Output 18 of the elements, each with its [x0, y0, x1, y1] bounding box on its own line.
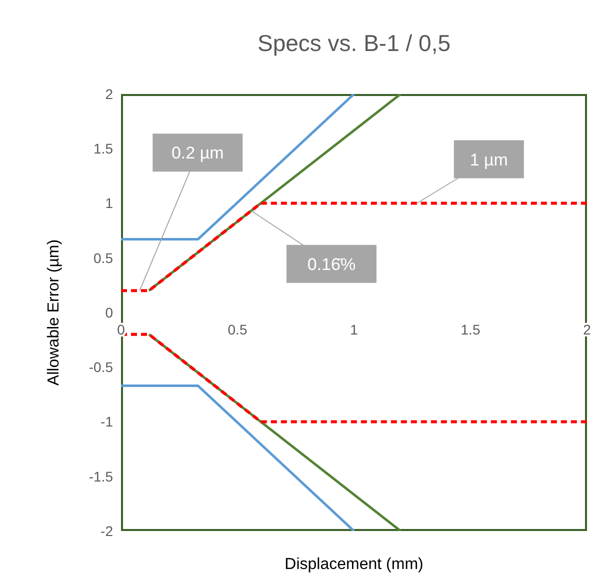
- y-tick-label: 0: [105, 304, 114, 320]
- x-tick-label: 1: [350, 321, 358, 338]
- y-tick-label: -2: [100, 522, 114, 539]
- y-tick-label: -1: [100, 414, 114, 430]
- y-tick-label: 1.5: [94, 140, 114, 157]
- x-tick-label: 0.5: [228, 321, 248, 338]
- y-tick-label: 2: [105, 86, 114, 102]
- annotation: 1 µm: [470, 150, 508, 170]
- annotation: 0.2 µm: [171, 144, 224, 163]
- y-tick-label: -0.5: [88, 359, 114, 376]
- x-axis-title: Displacement (mm): [284, 556, 424, 573]
- annotation: 0.16̄%: [307, 254, 356, 274]
- chart-title: Specs vs. B-1 / 0,5: [256, 30, 452, 57]
- y-axis-title: Allowable Error (µm): [46, 239, 63, 386]
- x-tick-label: 1.5: [460, 321, 480, 338]
- y-tick-label: 0.5: [94, 250, 114, 266]
- y-tick-label: -1.5: [88, 468, 114, 484]
- y-tick-label: 1: [105, 195, 114, 212]
